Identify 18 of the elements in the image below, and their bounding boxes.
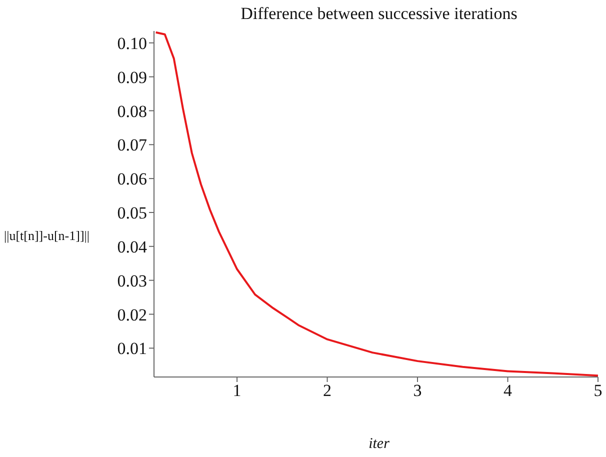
y-tick-label: 0.06 [117,170,147,189]
x-tick-label: 3 [413,381,422,400]
y-tick-label: 0.09 [117,68,147,87]
x-axis-title: iter [368,436,390,453]
x-tick-label: 5 [594,381,602,400]
y-tick-label: 0.03 [117,271,147,290]
y-tick-label: 0.07 [117,136,148,155]
y-tick-label: 0.04 [117,237,148,256]
y-tick-label: 0.08 [117,102,147,121]
x-tick-label: 4 [504,381,513,400]
y-tick-label: 0.10 [117,34,147,53]
y-tick-label: 0.01 [117,339,147,358]
x-tick-label: 2 [323,381,332,400]
y-tick-label: 0.05 [117,204,147,223]
y-tick-label: 0.02 [117,305,147,324]
chart-title: Difference between successive iterations [240,4,518,24]
y-axis-title: ||u[t[n]]-u[n-1]]|| [4,228,90,244]
x-tick-label: 1 [232,381,242,400]
